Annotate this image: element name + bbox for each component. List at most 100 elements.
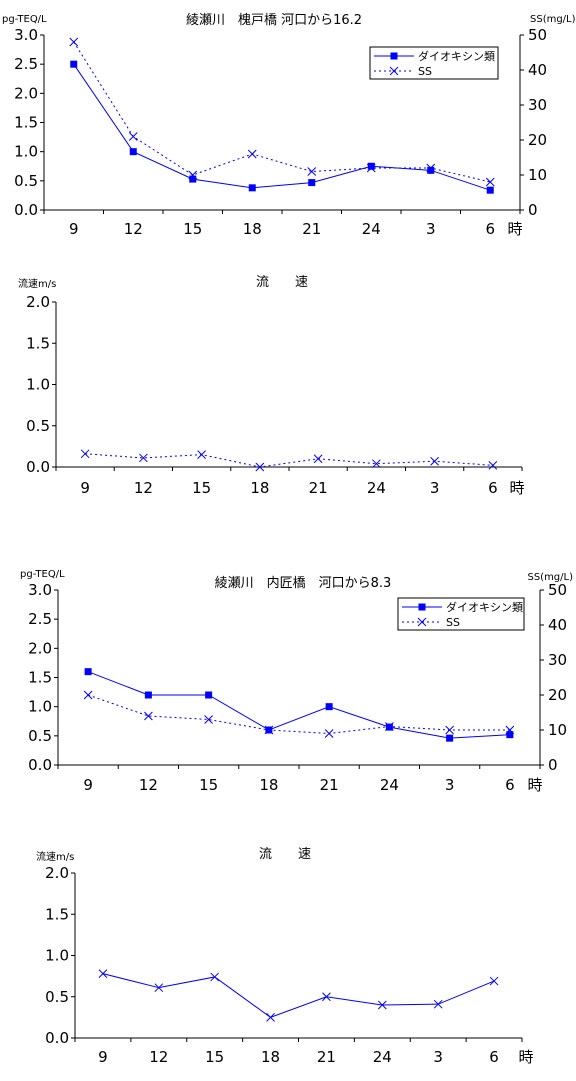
- y-tick-label: 2.5: [14, 55, 38, 73]
- x-tick-label: 12: [139, 776, 158, 794]
- legend-box: [369, 46, 499, 80]
- data-point: [205, 691, 213, 699]
- y2-tick-label: 20: [548, 686, 567, 704]
- x-tick-label: 18: [243, 220, 262, 238]
- chart-4: 流 速 流速m/s 0.0 0.5 1.0 1.5 2.0 9 12 15 18 21 24 3 6 時: [36, 847, 534, 1066]
- y2-tick-label: 0: [528, 201, 538, 219]
- data-point: [505, 725, 515, 735]
- x-tick-label: 6: [489, 1048, 499, 1066]
- marker-stroke: [445, 725, 454, 735]
- y-axis-label: pg-TEQ/L: [20, 569, 65, 580]
- marker-stroke: [505, 725, 515, 735]
- y2-tick-label: 40: [548, 616, 567, 634]
- data-point: [430, 456, 439, 466]
- y-tick-label: 0.0: [28, 756, 52, 774]
- marker-stroke: [485, 177, 495, 187]
- legend-label: SS: [418, 65, 432, 78]
- data-point: [139, 453, 148, 463]
- y-tick-label: 1.5: [14, 114, 38, 132]
- y2-tick-label: 0: [548, 756, 558, 774]
- series-ss: [83, 690, 515, 738]
- y-axis-label: 流速m/s: [18, 277, 56, 290]
- x-tick-label: 15: [205, 1048, 224, 1066]
- data-point: [324, 729, 334, 738]
- marker-stroke: [322, 992, 331, 1002]
- y2-tick-label: 30: [548, 651, 567, 669]
- series-line: [87, 694, 510, 735]
- data-point: [188, 170, 198, 180]
- marker-stroke: [188, 170, 198, 180]
- data-point: [322, 992, 331, 1002]
- marker-stroke: [307, 167, 317, 176]
- marker-stroke: [489, 976, 499, 986]
- marker-stroke: [247, 149, 257, 159]
- data-point: [488, 460, 498, 470]
- y2-tick-label: 10: [548, 721, 567, 739]
- marker-stroke: [255, 462, 265, 472]
- chart-title: 綾瀬川 内匠橋 河口から8.3: [215, 575, 392, 591]
- y-tick-label: 1.5: [28, 669, 52, 687]
- data-point: [70, 60, 78, 68]
- data-point: [247, 149, 257, 159]
- x-tick-label: 24: [362, 220, 381, 238]
- data-point: [144, 711, 153, 721]
- x-tick-label: 18: [250, 479, 269, 497]
- x-tick-label: 3: [445, 776, 455, 794]
- y-tick-label: 0.0: [14, 201, 38, 219]
- chart-title: 流 速: [256, 275, 308, 290]
- marker-stroke: [377, 1000, 387, 1010]
- series-flow: [98, 969, 499, 1022]
- x-tick-label: 21: [302, 220, 321, 238]
- legend-marker: [389, 66, 399, 76]
- y2-tick-label: 50: [548, 581, 567, 599]
- data-point: [366, 163, 376, 173]
- data-point: [377, 1000, 387, 1010]
- y-tick-label: 1.0: [45, 947, 69, 965]
- series-flow: [80, 449, 498, 472]
- y-tick-label: 1.5: [26, 334, 50, 352]
- x-tick-label: 3: [426, 220, 436, 238]
- x-tick-label: 15: [192, 479, 211, 497]
- data-point: [255, 462, 265, 472]
- x-tick-label: 9: [98, 1048, 108, 1066]
- marker-stroke: [144, 711, 153, 721]
- series-line: [87, 671, 510, 739]
- y-tick-label: 2.0: [28, 639, 52, 657]
- marker-stroke: [98, 969, 108, 979]
- x-tick-label: 24: [380, 776, 399, 794]
- y2-tick-label: 50: [528, 26, 547, 44]
- x-tick-label: 9: [80, 479, 90, 497]
- x-tick-label: 12: [149, 1048, 168, 1066]
- y-tick-label: 0.0: [45, 1029, 69, 1047]
- x-tick-label: 6: [485, 220, 495, 238]
- marker-stroke: [426, 163, 436, 173]
- y-tick-label: 2.0: [14, 84, 38, 102]
- series-line: [85, 453, 493, 468]
- legend-marker: [418, 603, 426, 611]
- data-point: [489, 976, 499, 986]
- x-tick-label: 21: [309, 479, 328, 497]
- chart-1: 綾瀬川 槐戸橋 河口から16.2 pg-TEQ/L SS(mg/L) 0.0 0.5 1.…: [2, 12, 576, 238]
- y-tick-label: 3.0: [28, 581, 52, 599]
- y-tick-label: 2.0: [26, 293, 50, 311]
- marker-stroke: [139, 453, 148, 463]
- marker-stroke: [324, 729, 334, 738]
- x-tick-label: 18: [261, 1048, 280, 1066]
- legend-label: SS: [446, 616, 460, 629]
- data-point: [506, 731, 514, 739]
- y-tick-label: 3.0: [14, 26, 38, 44]
- legend-marker: [390, 52, 398, 60]
- x-unit-label: 時: [509, 479, 524, 497]
- x-tick-label: 21: [320, 776, 339, 794]
- chart-title: 綾瀬川 槐戸橋 河口から16.2: [186, 12, 362, 28]
- x-tick-label: 3: [433, 1048, 443, 1066]
- data-point: [144, 691, 152, 699]
- chart-title: 流 速: [259, 847, 311, 862]
- data-point: [325, 703, 333, 711]
- chart-2: 流 速 流速m/s 0.0 0.5 1.0 1.5 2.0 9 12 15 18 21 24 3 6 時: [18, 275, 525, 497]
- x-tick-label: 15: [199, 776, 218, 794]
- legend-label: ダイオキシン類: [446, 600, 523, 614]
- y-tick-label: 2.0: [45, 864, 69, 882]
- y-tick-label: 2.5: [28, 610, 52, 628]
